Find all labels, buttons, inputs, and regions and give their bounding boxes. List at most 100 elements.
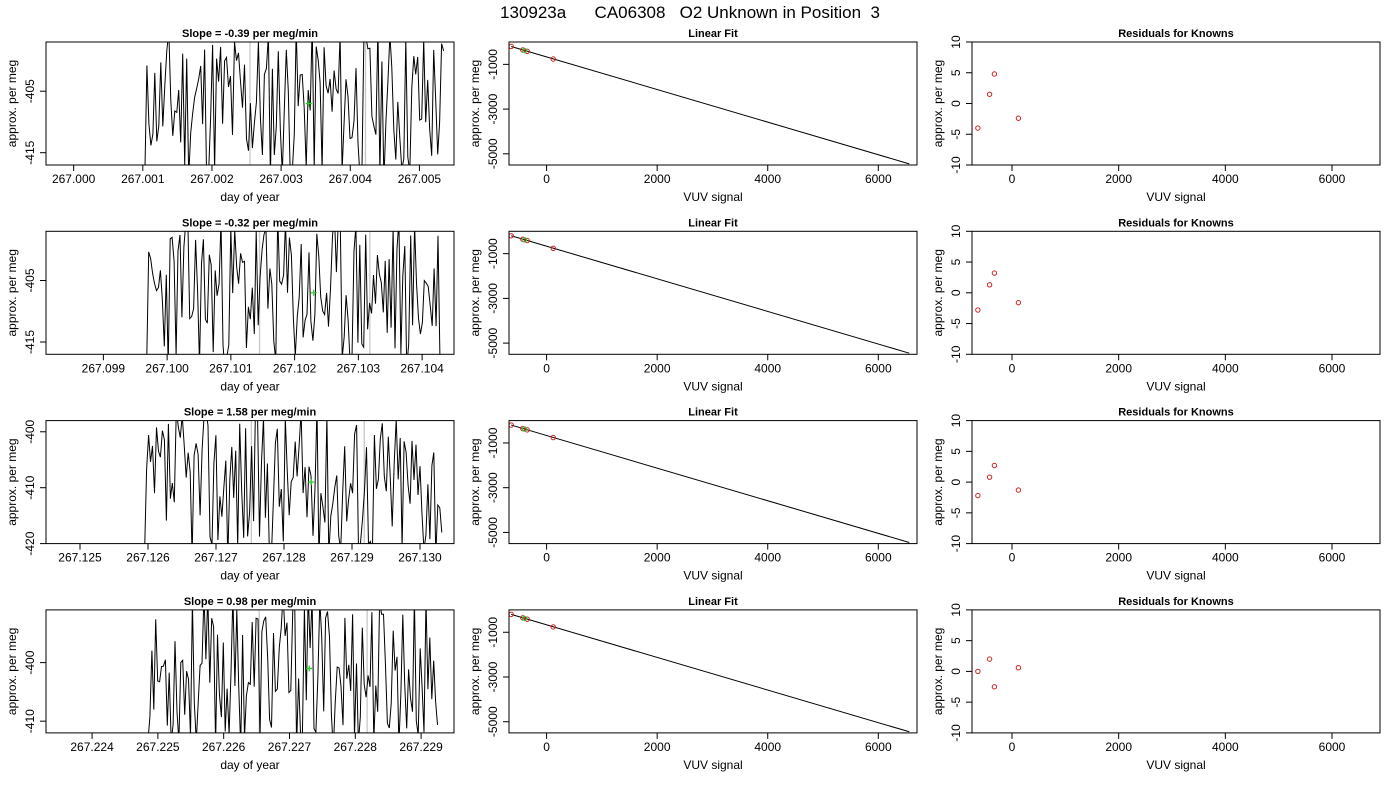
- x-tick-label: 0: [1009, 361, 1016, 375]
- x-tick-label: 267.224: [70, 740, 114, 754]
- unknown-point: [521, 615, 528, 622]
- known-point: [524, 237, 530, 244]
- y-tick-label: -3000: [486, 93, 500, 124]
- fit-line: [511, 613, 910, 733]
- panel-title: Linear Fit: [688, 217, 738, 229]
- x-axis-label: VUV signal: [1146, 758, 1205, 772]
- x-axis-label: VUV signal: [683, 569, 742, 583]
- plot-frame: [971, 41, 1381, 166]
- x-tick-label: 267.000: [52, 172, 96, 186]
- panel-3-1: Slope = 1.58 per meg/min 267.125 267.126 26…: [5, 407, 455, 583]
- known-point: [550, 56, 556, 62]
- y-tick-label: -5: [949, 318, 963, 329]
- data-trace: [146, 231, 441, 355]
- x-axis-label: day of year: [220, 569, 279, 583]
- x-axis-label: VUV signal: [1146, 190, 1205, 204]
- x-tick-label: 6000: [865, 740, 892, 754]
- y-tick-label: -10: [949, 724, 963, 742]
- x-tick-label: 267.103: [337, 361, 381, 375]
- x-axis-label: VUV signal: [1146, 569, 1205, 583]
- plot-data: [144, 42, 445, 165]
- plot-frame: [45, 609, 455, 734]
- residual-point: [991, 462, 998, 469]
- x-tick-label: 267.126: [126, 551, 170, 565]
- y-tick-label: -3000: [486, 472, 500, 503]
- panel-3-3: Residuals for Knowns 0 2000 4000 6000 -10 -5 0 5…: [931, 407, 1381, 583]
- panel-title: Slope = 1.58 per meg/min: [184, 407, 317, 419]
- x-tick-label: 267.225: [136, 740, 180, 754]
- unknown-point: [521, 47, 528, 54]
- plot-data: [975, 71, 1022, 131]
- residual-point: [986, 474, 993, 480]
- panel-title: Linear Fit: [688, 28, 738, 40]
- y-tick-label: -415: [23, 140, 37, 164]
- panel-title: Linear Fit: [688, 407, 738, 419]
- x-tick-label: 267.002: [190, 172, 234, 186]
- x-tick-label: 0: [543, 172, 550, 186]
- x-tick-label: 267.101: [209, 361, 253, 375]
- fit-line: [511, 424, 910, 543]
- x-tick-label: 267.001: [121, 172, 165, 186]
- x-tick-label: 2000: [644, 361, 671, 375]
- x-tick-label: 267.004: [329, 172, 373, 186]
- y-tick-label: 0: [949, 478, 963, 485]
- y-tick-label: 5: [949, 637, 963, 644]
- panel-1-3: Residuals for Knowns 0 2000 4000 6000 -10 -5 0 5…: [931, 28, 1381, 204]
- x-tick-label: 267.003: [259, 172, 303, 186]
- data-trace: [148, 609, 438, 733]
- x-tick-label: 2000: [644, 551, 671, 565]
- x-tick-label: 4000: [1212, 551, 1239, 565]
- plot-frame: [971, 230, 1381, 355]
- x-tick-label: 267.129: [330, 551, 374, 565]
- y-tick-label: -420: [23, 531, 37, 555]
- y-axis-label: approx. per meg: [468, 60, 482, 147]
- plot-frame: [508, 609, 918, 734]
- plot-data: [509, 233, 910, 354]
- x-tick-label: 2000: [1105, 172, 1132, 186]
- y-axis-label: approx. per meg: [931, 249, 945, 336]
- x-tick-label: 6000: [1319, 740, 1346, 754]
- residual-point: [986, 282, 993, 288]
- y-tick-label: -410: [23, 475, 37, 499]
- x-tick-label: 267.130: [398, 551, 442, 565]
- y-tick-label: 10: [949, 414, 963, 428]
- fit-line: [511, 235, 910, 354]
- y-tick-label: -5: [949, 507, 963, 518]
- x-tick-label: 267.128: [262, 551, 306, 565]
- known-point: [524, 616, 530, 622]
- x-tick-label: 267.099: [82, 361, 126, 375]
- panel-title: Slope = -0.39 per meg/min: [182, 28, 318, 40]
- x-tick-label: 267.226: [202, 740, 246, 754]
- x-tick-label: 2000: [644, 740, 671, 754]
- y-tick-label: 5: [949, 258, 963, 265]
- plot-frame: [45, 420, 455, 545]
- x-tick-label: 267.229: [399, 740, 443, 754]
- x-tick-label: 4000: [754, 551, 781, 565]
- x-axis-label: day of year: [220, 190, 279, 204]
- y-tick-label: 0: [949, 668, 963, 675]
- figure-title: 130923a CA06308 O2 Unknown in Position 3: [500, 3, 880, 22]
- y-tick-label: 10: [949, 224, 963, 238]
- x-tick-label: 2000: [1105, 740, 1132, 754]
- x-tick-label: 267.227: [268, 740, 312, 754]
- y-axis-label: approx. per meg: [5, 60, 19, 147]
- panel-title: Residuals for Knowns: [1118, 217, 1234, 229]
- residual-point: [975, 125, 981, 131]
- y-axis-label: approx. per meg: [5, 628, 19, 715]
- y-tick-label: -1000: [486, 427, 500, 458]
- x-tick-label: 267.104: [400, 361, 444, 375]
- panel-title: Residuals for Knowns: [1118, 28, 1234, 40]
- y-tick-label: 10: [949, 603, 963, 617]
- plot-frame: [45, 41, 455, 166]
- y-tick-label: -1000: [486, 238, 500, 269]
- x-axis-label: day of year: [220, 758, 279, 772]
- panel-3-2: Linear Fit 0 2000 4000 6000 -1000 -3000 -5000 VU…: [468, 407, 918, 583]
- plot-data: [975, 656, 1022, 690]
- x-axis-label: VUV signal: [683, 190, 742, 204]
- y-axis-label: approx. per meg: [468, 438, 482, 525]
- x-tick-label: 6000: [1319, 172, 1346, 186]
- residual-point: [991, 684, 998, 690]
- x-tick-label: 0: [1009, 551, 1016, 565]
- x-tick-label: 4000: [754, 740, 781, 754]
- y-tick-label: -3000: [486, 661, 500, 692]
